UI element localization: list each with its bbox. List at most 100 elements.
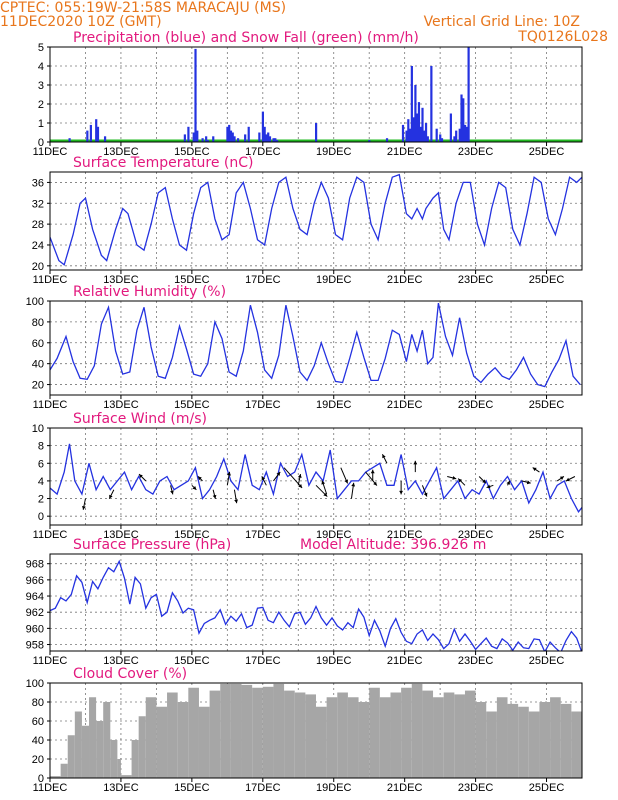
cloud-bar — [294, 692, 306, 778]
pressure-ytick-label: 958 — [26, 640, 44, 652]
wind-xtick-label: 23DEC — [458, 529, 494, 541]
wind-ytick-label: 6 — [38, 458, 44, 470]
temp-ytick-label: 28 — [32, 219, 44, 231]
precip-bar — [183, 134, 186, 142]
pressure-xtick-label: 23DEC — [458, 655, 494, 667]
cloud-bar — [550, 697, 561, 778]
precip-bar — [233, 136, 236, 142]
precip-bar — [206, 140, 210, 142]
wind-arrow-head — [192, 486, 197, 490]
precip-bar — [401, 124, 405, 142]
rh-xtick-label: 15DEC — [174, 399, 210, 411]
cloud-bar — [518, 706, 529, 778]
cloud-xtick-label: 15DEC — [174, 782, 210, 794]
cloud-bar — [539, 702, 551, 778]
precip-bar — [405, 130, 408, 142]
temp-xtick-label: 25DEC — [529, 274, 565, 286]
wind-arrow-head — [139, 474, 143, 478]
wind-arrow-head — [399, 490, 403, 495]
cloud-bar — [96, 721, 104, 778]
cloud-bar — [110, 740, 118, 778]
precip-bar — [265, 134, 268, 142]
precip-xtick-label: 19DEC — [316, 146, 352, 158]
temp-panel: 20 24 28 32 36 11DEC 13DEC 15DEC 17DEC 19DEC 21DEC… — [32, 155, 583, 286]
precip-bar — [460, 94, 463, 142]
precip-bar — [275, 140, 279, 142]
precip-bar — [439, 134, 442, 142]
wind-arrow-head — [109, 494, 113, 499]
pressure-xtick-label: 15DEC — [174, 655, 210, 667]
precip-bar — [187, 126, 190, 142]
cloud-bar — [422, 690, 434, 778]
precip-xtick-label: 11DEC — [33, 146, 68, 158]
cloud-panel: 0 20 40 60 80 100 11DEC 13DEC 15DEC 17DEC 19DEC 21D… — [26, 666, 586, 794]
precip-bar — [315, 123, 318, 142]
precip-bar — [462, 98, 465, 142]
wind-ytick-label: 4 — [38, 476, 44, 488]
temp-xtick-label: 17DEC — [245, 274, 281, 286]
wind-xtick-label: 17DEC — [245, 529, 281, 541]
wind-title: Surface Wind (m/s) — [73, 411, 207, 427]
precip-bar — [274, 138, 277, 142]
wind-xtick-label: 25DEC — [529, 529, 565, 541]
temp-xtick-label: 13DEC — [103, 274, 139, 286]
precip-bar — [205, 136, 208, 142]
wind-xtick-label: 19DEC — [316, 529, 352, 541]
cloud-bar — [401, 687, 412, 778]
precip-bar — [89, 124, 92, 142]
pressure-ytick-label: 960 — [26, 623, 44, 635]
wind-arrow-head — [344, 479, 348, 484]
temp-xtick-label: 11DEC — [33, 274, 68, 286]
cloud-ytick-label: 20 — [32, 754, 44, 766]
temp-line — [50, 173, 582, 266]
cloud-bar — [582, 685, 586, 778]
wind-arrow-head — [565, 477, 570, 482]
rh-ytick-label: 60 — [32, 338, 44, 350]
precip-title: Precipitation (blue) and Snow Fall (gree… — [73, 30, 419, 46]
cloud-bar — [528, 711, 540, 778]
pressure-ytick-label: 962 — [26, 607, 44, 619]
cloud-bar — [464, 690, 476, 778]
precip-bar — [385, 138, 389, 142]
precip-bar — [455, 130, 458, 142]
wind-ytick-label: 8 — [38, 441, 44, 453]
temp-xtick-label: 23DEC — [458, 274, 494, 286]
cloud-xtick-label: 19DEC — [316, 782, 352, 794]
precip-bar — [229, 130, 233, 142]
precip-bar — [435, 128, 438, 142]
precip-bar — [261, 111, 264, 142]
header-location: CPTEC: 055:19W-21:58S MARACAJU (MS) — [0, 0, 286, 16]
temp-ytick-label: 20 — [32, 261, 44, 273]
precip-ytick-label: 1 — [38, 118, 44, 130]
cloud-bar — [433, 697, 444, 778]
precip-bar — [196, 130, 199, 142]
pressure-xtick-label: 25DEC — [529, 655, 565, 667]
wind-arrow-head — [413, 460, 418, 465]
cloud-bar — [120, 775, 132, 778]
precip-bar — [419, 126, 422, 142]
cloud-bar — [145, 697, 157, 778]
cloud-bar — [411, 683, 423, 778]
precip-bar — [412, 117, 415, 142]
cloud-bar — [230, 683, 242, 778]
wind-arrow-head — [198, 476, 202, 481]
pressure-xtick-label: 17DEC — [245, 655, 281, 667]
precip-bar — [465, 126, 468, 142]
cloud-bar — [60, 763, 68, 778]
wind-arrow-head — [506, 480, 510, 485]
wind-arrow-head — [373, 481, 377, 486]
wind-ytick-label: 0 — [38, 511, 44, 523]
cloud-bar — [117, 759, 121, 778]
cloud-bar — [284, 690, 295, 778]
temp-title: Surface Temperature (nC) — [73, 155, 254, 171]
rh-ytick-label: 40 — [32, 359, 44, 371]
precip-bar — [410, 66, 413, 142]
precip-series — [50, 47, 582, 142]
precip-bar — [453, 136, 456, 142]
rh-xtick-label: 13DEC — [103, 399, 139, 411]
precip-bar — [272, 138, 275, 142]
wind-arrow-head — [170, 490, 174, 495]
cloud-bar — [103, 702, 111, 778]
precip-bar — [414, 85, 417, 142]
cloud-bar — [156, 706, 168, 778]
